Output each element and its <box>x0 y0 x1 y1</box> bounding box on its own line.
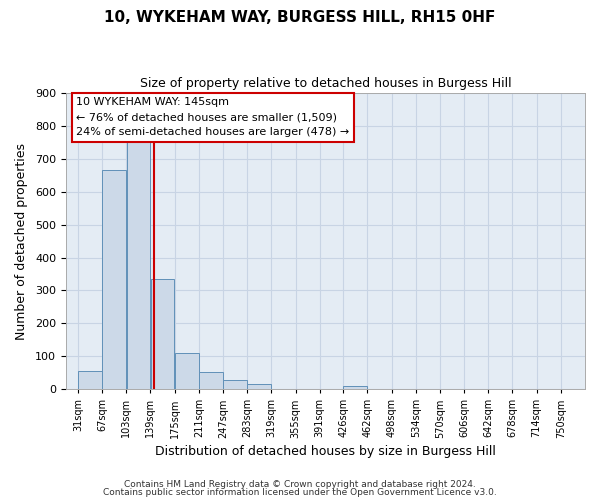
Bar <box>127 142 150 389</box>
Text: 10 WYKEHAM WAY: 145sqm
← 76% of detached houses are smaller (1,509)
24% of semi-: 10 WYKEHAM WAY: 145sqm ← 76% of detached… <box>76 98 349 137</box>
Bar <box>151 279 175 389</box>
Text: Contains HM Land Registry data © Crown copyright and database right 2024.: Contains HM Land Registry data © Crown c… <box>124 480 476 489</box>
Bar <box>343 386 367 389</box>
Bar <box>247 384 271 389</box>
X-axis label: Distribution of detached houses by size in Burgess Hill: Distribution of detached houses by size … <box>155 444 496 458</box>
Title: Size of property relative to detached houses in Burgess Hill: Size of property relative to detached ho… <box>140 78 511 90</box>
Text: Contains public sector information licensed under the Open Government Licence v3: Contains public sector information licen… <box>103 488 497 497</box>
Y-axis label: Number of detached properties: Number of detached properties <box>15 142 28 340</box>
Bar <box>223 380 247 389</box>
Bar <box>78 371 102 389</box>
Bar <box>175 353 199 389</box>
Text: 10, WYKEHAM WAY, BURGESS HILL, RH15 0HF: 10, WYKEHAM WAY, BURGESS HILL, RH15 0HF <box>104 10 496 25</box>
Bar <box>103 170 126 389</box>
Bar <box>199 372 223 389</box>
